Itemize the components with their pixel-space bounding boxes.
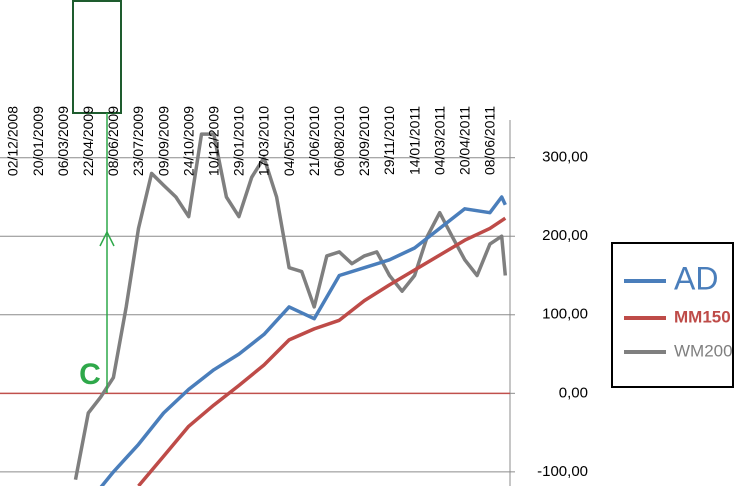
x-tick-label: 04/03/2011 (431, 106, 447, 175)
series-line (99, 195, 507, 486)
x-tick-label: 24/10/2009 (180, 106, 196, 176)
x-tick-label: 17/03/2010 (256, 106, 272, 176)
series-line (73, 132, 508, 481)
legend (611, 242, 734, 388)
x-tick-label: 21/06/2010 (306, 106, 322, 176)
legend-label: WM200 (674, 341, 733, 360)
grid (0, 157, 515, 473)
x-tick-label: 08/06/2011 (482, 106, 498, 175)
legend-entries: AD MM150 WM200 (624, 260, 733, 360)
arrow (99, 230, 115, 247)
x-tick-label: 08/06/2009 (105, 106, 121, 176)
x-tick-label: 29/11/2010 (381, 106, 397, 175)
x-tick-label: 10/12/2009 (206, 106, 222, 176)
highlight-box (72, 0, 122, 114)
x-tick-label: 22/04/2009 (80, 106, 96, 176)
y-tick-label: 300,00 (542, 149, 588, 166)
plot-area (73, 132, 508, 486)
x-tick-label: 06/08/2010 (331, 106, 347, 176)
x-tick-label: 04/05/2010 (281, 106, 297, 176)
x-tick-label: 29/01/2010 (231, 106, 247, 176)
y-tick-label: 100,00 (542, 306, 588, 323)
series-line (137, 216, 507, 486)
x-tick-label: 23/09/2010 (356, 106, 372, 176)
x-tick-label: 02/12/2008 (5, 106, 21, 176)
x-tick-label: 23/07/2009 (130, 106, 146, 176)
legend-label: AD (674, 260, 718, 296)
y-tick-label: 0,00 (559, 384, 588, 401)
x-tick-label: 09/09/2009 (155, 106, 171, 176)
x-tick-label: 06/03/2009 (55, 106, 71, 176)
y-tick-label: -100,00 (537, 463, 588, 480)
y-tick-label: 200,00 (542, 227, 588, 244)
x-tick-label: 20/01/2009 (30, 106, 46, 176)
x-tick-label: 20/04/2011 (457, 106, 473, 175)
legend-label: MM150 (674, 307, 731, 326)
x-tick-label: 14/01/2011 (406, 106, 422, 175)
annotation: C (79, 358, 101, 391)
